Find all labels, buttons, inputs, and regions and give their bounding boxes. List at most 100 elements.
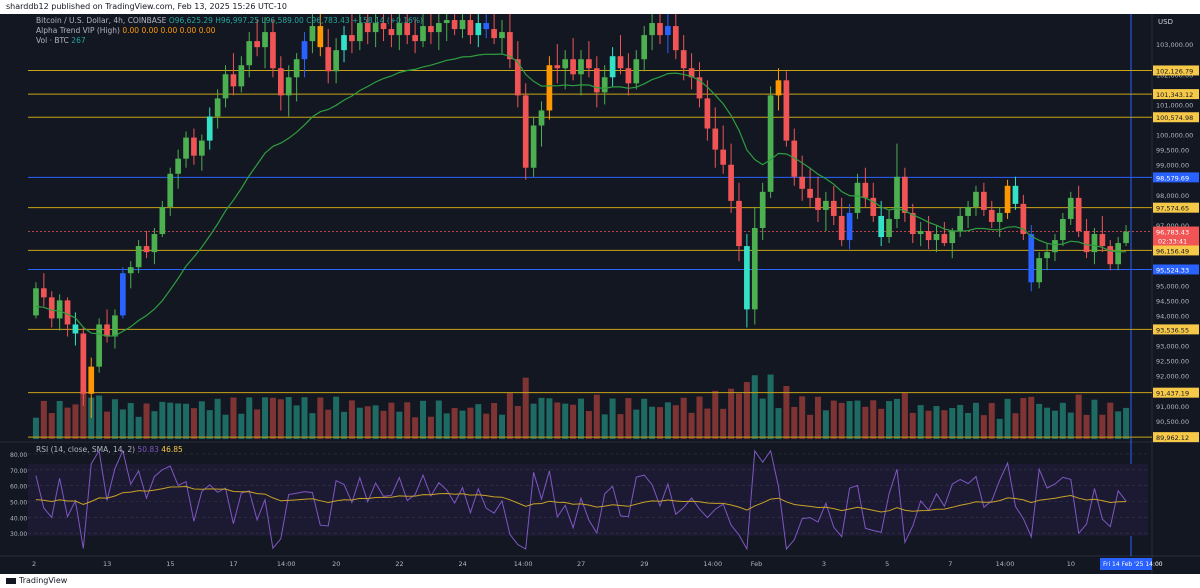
candle-body[interactable] bbox=[230, 74, 237, 87]
candle-body[interactable] bbox=[823, 200, 829, 210]
candle-body[interactable] bbox=[996, 212, 1003, 222]
candle-body[interactable] bbox=[507, 32, 513, 60]
candle-body[interactable] bbox=[617, 56, 624, 69]
candle-body[interactable] bbox=[499, 32, 505, 39]
candle-body[interactable] bbox=[364, 23, 371, 33]
candle-body[interactable] bbox=[1123, 231, 1129, 244]
price-chart[interactable]: USD103,000.00102,000.00101,000.00100,000… bbox=[0, 14, 1200, 574]
candle-body[interactable] bbox=[680, 50, 687, 69]
candle-body[interactable] bbox=[609, 56, 616, 78]
candle-body[interactable] bbox=[41, 288, 47, 298]
candle-body[interactable] bbox=[80, 333, 87, 394]
candle-body[interactable] bbox=[262, 32, 268, 48]
candle-body[interactable] bbox=[625, 68, 632, 84]
candle-body[interactable] bbox=[277, 68, 284, 96]
candle-body[interactable] bbox=[96, 324, 102, 367]
candle-body[interactable] bbox=[751, 228, 758, 310]
candle-body[interactable] bbox=[491, 29, 497, 39]
candle-body[interactable] bbox=[222, 74, 229, 99]
candle-body[interactable] bbox=[633, 59, 640, 84]
candle-body[interactable] bbox=[112, 315, 118, 337]
candle-body[interactable] bbox=[325, 47, 332, 72]
candle-body[interactable] bbox=[159, 206, 166, 235]
chart-frame[interactable]: USD103,000.00102,000.00101,000.00100,000… bbox=[0, 14, 1200, 574]
candle-body[interactable] bbox=[665, 26, 671, 36]
candle-body[interactable] bbox=[1004, 185, 1011, 213]
candle-body[interactable] bbox=[1012, 185, 1019, 204]
candle-body[interactable] bbox=[1107, 246, 1114, 265]
candle-body[interactable] bbox=[538, 110, 545, 126]
candle-body[interactable] bbox=[1028, 234, 1035, 283]
candle-body[interactable] bbox=[830, 200, 837, 216]
candle-body[interactable] bbox=[1036, 258, 1043, 283]
candle-body[interactable] bbox=[530, 125, 537, 168]
candle-body[interactable] bbox=[641, 35, 648, 60]
candle-body[interactable] bbox=[285, 77, 292, 96]
candle-body[interactable] bbox=[254, 41, 260, 48]
candle-body[interactable] bbox=[846, 212, 853, 241]
candle-body[interactable] bbox=[341, 35, 347, 51]
candle-body[interactable] bbox=[119, 273, 126, 316]
candle-body[interactable] bbox=[672, 26, 679, 51]
candle-body[interactable] bbox=[356, 23, 363, 42]
candle-body[interactable] bbox=[388, 29, 395, 36]
candle-body[interactable] bbox=[775, 80, 782, 96]
candle-body[interactable] bbox=[443, 20, 450, 24]
candle-body[interactable] bbox=[759, 191, 766, 229]
candle-body[interactable] bbox=[586, 59, 592, 69]
candle-body[interactable] bbox=[799, 176, 806, 189]
candle-body[interactable] bbox=[1060, 218, 1066, 241]
candle-body[interactable] bbox=[870, 197, 877, 216]
candle-body[interactable] bbox=[886, 218, 892, 238]
candle-body[interactable] bbox=[451, 20, 458, 30]
candle-body[interactable] bbox=[33, 288, 39, 316]
candle-body[interactable] bbox=[562, 59, 569, 69]
candle-body[interactable] bbox=[143, 246, 150, 253]
candle-body[interactable] bbox=[1044, 252, 1050, 259]
candle-body[interactable] bbox=[704, 98, 711, 129]
candle-body[interactable] bbox=[917, 231, 924, 235]
candle-body[interactable] bbox=[988, 209, 995, 222]
candle-body[interactable] bbox=[1067, 197, 1074, 219]
candle-body[interactable] bbox=[349, 35, 355, 42]
candle-body[interactable] bbox=[483, 23, 490, 30]
candle-body[interactable] bbox=[578, 59, 584, 75]
candle-body[interactable] bbox=[720, 149, 727, 165]
candle-body[interactable] bbox=[554, 65, 561, 69]
candle-body[interactable] bbox=[135, 246, 142, 268]
candle-body[interactable] bbox=[206, 116, 213, 141]
rsi-label[interactable]: RSI (14, close, SMA, 14, 2) bbox=[36, 445, 136, 454]
candle-body[interactable] bbox=[404, 23, 411, 36]
candle-body[interactable] bbox=[854, 182, 861, 213]
candle-body[interactable] bbox=[270, 32, 276, 69]
candle-body[interactable] bbox=[965, 206, 971, 216]
candle-body[interactable] bbox=[238, 65, 245, 87]
candle-body[interactable] bbox=[838, 215, 845, 241]
candle-body[interactable] bbox=[475, 23, 482, 36]
candle-body[interactable] bbox=[191, 137, 197, 156]
candle-body[interactable] bbox=[1020, 203, 1027, 235]
candle-body[interactable] bbox=[175, 158, 181, 174]
legend-indicator2[interactable]: Vol · BTC bbox=[36, 36, 69, 45]
candle-body[interactable] bbox=[815, 197, 821, 210]
candle-body[interactable] bbox=[807, 188, 813, 198]
candle-body[interactable] bbox=[878, 215, 885, 238]
candle-body[interactable] bbox=[657, 23, 663, 36]
candle-body[interactable] bbox=[1115, 243, 1121, 265]
candle-body[interactable] bbox=[56, 300, 63, 319]
candle-body[interactable] bbox=[570, 59, 576, 75]
candle-body[interactable] bbox=[396, 23, 403, 36]
candle-body[interactable] bbox=[1091, 234, 1098, 253]
candle-body[interactable] bbox=[88, 366, 95, 394]
candle-body[interactable] bbox=[957, 215, 964, 232]
candle-body[interactable] bbox=[467, 20, 474, 36]
candle-body[interactable] bbox=[459, 20, 466, 30]
candle-body[interactable] bbox=[428, 26, 434, 33]
candle-body[interactable] bbox=[301, 41, 308, 60]
candle-body[interactable] bbox=[862, 182, 869, 198]
current-price-tag[interactable] bbox=[1153, 226, 1199, 246]
candle-body[interactable] bbox=[925, 231, 932, 241]
candle-body[interactable] bbox=[514, 59, 521, 96]
candle-body[interactable] bbox=[522, 95, 529, 168]
candle-body[interactable] bbox=[601, 77, 608, 93]
